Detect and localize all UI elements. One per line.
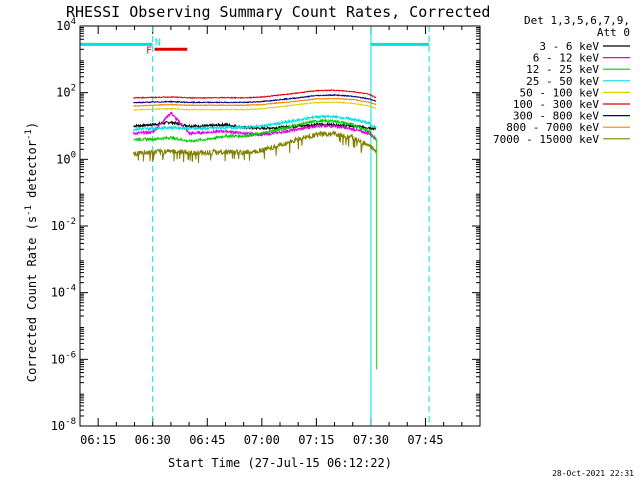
x-tick-label: 07:15: [298, 433, 334, 447]
y-axis-label-part-0: Corrected Count Rate (s: [25, 216, 39, 382]
y-tick-exponent: 4: [71, 17, 76, 27]
legend-label-2: 12 - 25 keV: [526, 63, 599, 76]
x-axis-label: Start Time (27-Jul-15 06:12:22): [168, 456, 392, 470]
x-tick-label: 06:15: [80, 433, 116, 447]
y-axis-label-part-4: ): [25, 122, 39, 129]
y-axis-label-part-1: -1: [24, 205, 34, 216]
y-tick-base: 10: [51, 419, 65, 433]
series-line-7: [133, 97, 377, 107]
legend-label-6: 300 - 800 keV: [513, 110, 599, 123]
y-tick-base: 10: [56, 19, 70, 33]
series-line-0: [133, 120, 377, 132]
x-tick-label: 06:30: [135, 433, 171, 447]
series-line-2: [133, 118, 377, 143]
y-tick-label: 10-8: [51, 417, 76, 433]
legend-label-8: 7000 - 15000 keV: [493, 133, 599, 146]
axis-ticks: 06:15 06:30 06:45 07:00 07:15 07:30 07:4510410…: [51, 17, 480, 447]
legend-label-0: 3 - 6 keV: [539, 40, 599, 53]
series-line-6: [133, 93, 377, 104]
x-tick-label: 07:45: [407, 433, 443, 447]
series-line-8: [133, 130, 377, 164]
y-tick-base: 10: [56, 152, 70, 166]
legend-label-4: 50 - 100 keV: [520, 86, 600, 99]
y-tick-label: 100: [56, 150, 76, 166]
y-tick-label: 10-4: [51, 284, 76, 300]
plot-frame: [79, 25, 481, 427]
y-tick-base: 10: [56, 86, 70, 100]
series-line-1: [133, 111, 377, 141]
y-tick-label: 104: [56, 17, 76, 33]
y-tick-exponent: -6: [65, 350, 76, 360]
x-tick-label: 07:30: [353, 433, 389, 447]
y-tick-label: 10-6: [51, 350, 76, 366]
series-line-4: [133, 101, 377, 112]
series-line-3: [133, 113, 377, 132]
y-axis-label-part-2: detector: [25, 140, 39, 205]
legend-header-line-2: Att 0: [597, 26, 630, 39]
legend-label-7: 800 - 7000 keV: [506, 121, 599, 134]
y-tick-label: 10-2: [51, 217, 76, 233]
y-tick-exponent: -8: [65, 417, 76, 427]
y-tick-base: 10: [51, 219, 65, 233]
marker-label-f: F: [146, 45, 152, 56]
x-tick-label: 06:45: [189, 433, 225, 447]
y-tick-exponent: -4: [65, 284, 76, 294]
legend-label-3: 25 - 50 keV: [526, 75, 599, 88]
marker-label-n: N: [155, 37, 161, 48]
legend-header-line-1: Det 1,3,5,6,7,9,: [524, 14, 630, 27]
series-lines: [133, 89, 378, 370]
series-line-5: [133, 89, 377, 100]
y-tick-exponent: 2: [71, 84, 76, 94]
chart-title: RHESSI Observing Summary Count Rates, Co…: [66, 3, 490, 21]
footer-timestamp: 28-Oct-2021 22:31: [552, 469, 634, 478]
x-tick-label: 07:00: [244, 433, 280, 447]
legend-label-5: 100 - 300 keV: [513, 98, 599, 111]
y-axis-label: Corrected Count Rate (s-1 detector-1): [24, 122, 39, 382]
legend-label-1: 6 - 12 keV: [533, 52, 600, 65]
y-tick-exponent: -2: [65, 217, 76, 227]
y-axis-label-part-3: -1: [24, 129, 34, 140]
y-tick-label: 102: [56, 84, 76, 100]
y-tick-exponent: 0: [71, 150, 76, 160]
y-tick-base: 10: [51, 286, 65, 300]
y-tick-base: 10: [51, 352, 65, 366]
